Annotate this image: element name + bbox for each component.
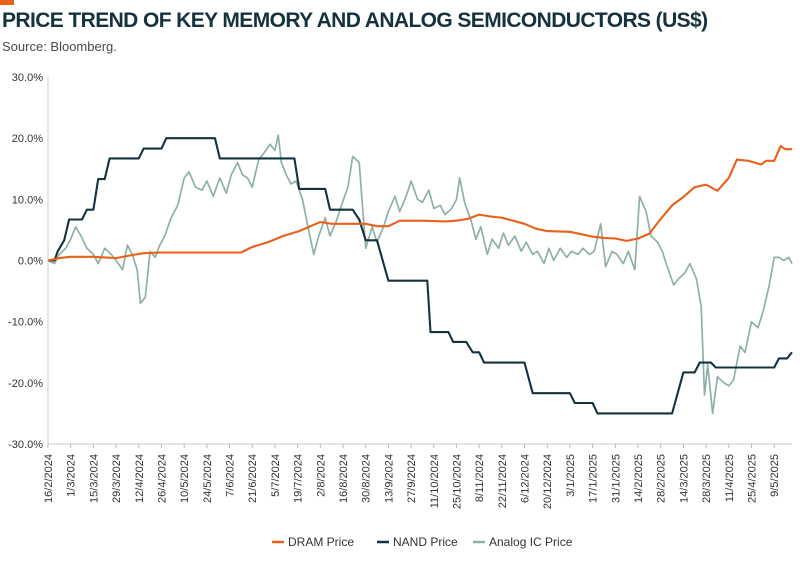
legend-label: DRAM Price bbox=[288, 535, 354, 549]
x-tick-label: 25/10/2024 bbox=[451, 454, 463, 509]
chart-title: PRICE TREND OF KEY MEMORY AND ANALOG SEM… bbox=[2, 9, 708, 32]
x-tick-label: 7/6/2024 bbox=[225, 454, 237, 497]
y-tick-label: -10.0% bbox=[8, 317, 43, 329]
x-tick-label: 5/7/2024 bbox=[270, 454, 282, 497]
x-tick-label: 11/10/2024 bbox=[429, 454, 441, 508]
y-tick-label: 10.0% bbox=[12, 194, 43, 206]
x-tick-label: 20/12/2024 bbox=[542, 454, 554, 509]
x-tick-label: 9/5/2025 bbox=[769, 454, 781, 497]
y-tick-label: 0.0% bbox=[18, 256, 43, 268]
x-tick-label: 3/1/2025 bbox=[565, 454, 577, 497]
x-tick-label: 24/5/2024 bbox=[202, 454, 214, 503]
accent-bar bbox=[0, 0, 14, 5]
x-tick-label: 15/3/2024 bbox=[88, 454, 100, 503]
x-tick-label: 21/6/2024 bbox=[247, 454, 259, 503]
x-tick-label: 14/3/2025 bbox=[678, 454, 690, 503]
y-tick-label: -20.0% bbox=[8, 378, 43, 390]
series-line-nand-price bbox=[48, 137, 793, 415]
x-tick-label: 27/9/2024 bbox=[406, 454, 418, 503]
series-line-analog-ic-price bbox=[47, 134, 793, 415]
x-tick-label: 28/3/2025 bbox=[701, 454, 713, 503]
chart-source: Source: Bloomberg. bbox=[2, 39, 117, 54]
x-tick-label: 19/7/2024 bbox=[293, 454, 305, 503]
legend-label: NAND Price bbox=[393, 535, 458, 549]
x-tick-label: 6/12/2024 bbox=[520, 454, 532, 503]
x-tick-label: 31/1/2025 bbox=[610, 454, 622, 503]
x-tick-label: 12/4/2024 bbox=[134, 454, 146, 503]
x-tick-label: 8/11/2024 bbox=[474, 454, 486, 502]
y-tick-label: 30.0% bbox=[12, 72, 43, 84]
x-tick-label: 22/11/2024 bbox=[497, 454, 509, 508]
y-tick-label: -30.0% bbox=[8, 439, 43, 451]
x-tick-label: 26/4/2024 bbox=[156, 454, 168, 503]
x-tick-label: 29/3/2024 bbox=[111, 454, 123, 503]
x-tick-label: 10/5/2024 bbox=[179, 454, 191, 503]
x-tick-label: 13/9/2024 bbox=[383, 454, 395, 503]
x-tick-label: 1/3/2024 bbox=[66, 454, 78, 497]
legend-label: Analog IC Price bbox=[489, 535, 573, 549]
x-tick-label: 28/2/2025 bbox=[656, 454, 668, 503]
x-tick-label: 14/2/2025 bbox=[633, 454, 645, 503]
series-line-dram-price bbox=[47, 145, 792, 262]
x-tick-label: 17/1/2025 bbox=[588, 454, 600, 503]
y-tick-label: 20.0% bbox=[12, 133, 43, 145]
x-tick-label: 16/8/2024 bbox=[338, 454, 350, 503]
x-tick-label: 30/8/2024 bbox=[361, 454, 373, 503]
x-tick-label: 11/4/2025 bbox=[724, 454, 736, 502]
x-tick-label: 16/2/2024 bbox=[43, 454, 55, 503]
x-tick-label: 25/4/2025 bbox=[746, 454, 758, 503]
x-tick-label: 2/8/2024 bbox=[315, 454, 327, 497]
